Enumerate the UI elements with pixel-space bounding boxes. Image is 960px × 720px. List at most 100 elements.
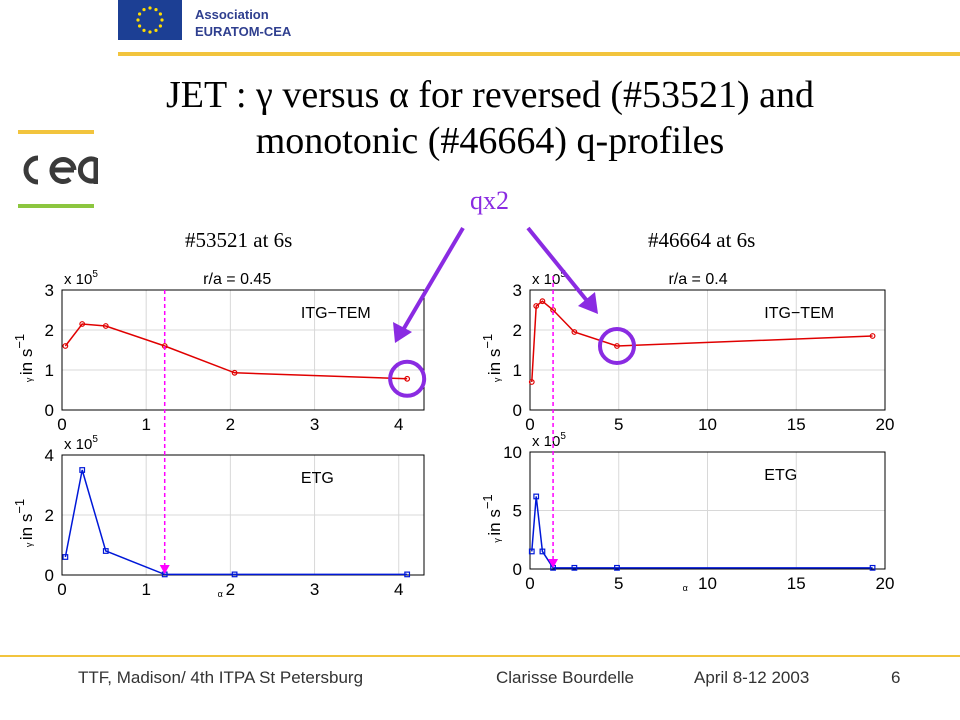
- footer-venue: TTF, Madison/ 4th ITPA St Petersburg: [78, 668, 364, 687]
- eu-star: [154, 28, 158, 32]
- data-point: [404, 571, 411, 578]
- left-shot-label: #53521 at 6s: [185, 228, 293, 252]
- y-axis-label-exponent: −1: [480, 334, 495, 349]
- y-tick-label: 5: [513, 502, 522, 521]
- eu-star: [136, 18, 140, 22]
- data-point: [614, 343, 620, 349]
- mode-label: ITG−TEM: [301, 305, 371, 322]
- footer-date: April 8-12 2003: [694, 668, 810, 687]
- data-point: [102, 323, 109, 329]
- y-axis-label: γ in s−1: [12, 499, 36, 547]
- association-label: Association EURATOM-CEA: [195, 6, 291, 40]
- axis-multiplier-exponent: 5: [92, 269, 98, 280]
- axis-multiplier-exponent: 5: [92, 434, 98, 445]
- x-tick-label: 1: [141, 415, 150, 434]
- title-line-1: JET : γ versus α for reversed (#53521) a…: [165, 74, 815, 116]
- chart-right-top: [528, 289, 886, 411]
- y-tick-label: 1: [45, 361, 54, 380]
- highlight-circle: [597, 327, 636, 365]
- footer-author: Clarisse Bourdelle: [496, 668, 634, 687]
- cea-logo-icon: [23, 155, 99, 185]
- qx2-arrowhead-right: [578, 292, 598, 314]
- y-tick-label: 2: [45, 321, 54, 340]
- x-tick-label: 2: [226, 580, 235, 599]
- cea-top-rule: [18, 130, 94, 134]
- x-tick-label: 4: [394, 580, 403, 599]
- y-axis-label-exponent: −1: [12, 334, 27, 349]
- y-axis-label-text: in s: [485, 349, 504, 375]
- plot-frame: [529, 451, 886, 570]
- y-tick-label: 10: [503, 443, 522, 462]
- footer-page-number: 6: [891, 668, 901, 687]
- radius-annotation: r/a = 0.4: [668, 271, 727, 288]
- series-line: [531, 496, 873, 569]
- x-tick-label: 20: [876, 574, 895, 593]
- qx2-arrow-right: [526, 226, 590, 304]
- y-axis-label-text: in s: [17, 514, 36, 540]
- cea-logo: [14, 146, 99, 194]
- y-axis-label: γ in s−1: [480, 334, 504, 382]
- highlight-circle: [388, 359, 427, 398]
- data-point: [539, 548, 546, 555]
- mode-label: ETG: [301, 470, 334, 487]
- data-point: [62, 343, 69, 349]
- x-axis-label: α: [218, 589, 223, 599]
- axis-multiplier: x 105: [64, 434, 98, 453]
- radius-annotation: r/a = 0.45: [203, 271, 271, 288]
- data-point: [571, 329, 578, 335]
- axis-multiplier-exponent: 5: [560, 431, 566, 442]
- data-point: [533, 493, 540, 500]
- eu-star: [160, 18, 164, 22]
- y-tick-label: 1: [513, 361, 522, 380]
- x-tick-label: 15: [787, 574, 806, 593]
- y-tick-label: 0: [513, 401, 522, 420]
- y-axis-label-text: in s: [485, 509, 504, 535]
- axis-multiplier: x 105: [64, 269, 98, 288]
- eu-star: [148, 6, 152, 10]
- y-axis-label-symbol: γ: [24, 540, 34, 547]
- data-point: [79, 467, 86, 473]
- eu-star: [158, 24, 162, 28]
- data-point: [869, 333, 876, 339]
- right-shot-label: #46664 at 6s: [648, 228, 756, 252]
- axis-multiplier: x 105: [532, 431, 566, 450]
- y-axis-label-symbol: γ: [492, 536, 502, 543]
- series-line: [531, 300, 873, 383]
- y-tick-label: 4: [45, 446, 54, 465]
- data-point: [869, 564, 876, 571]
- y-axis-label-exponent: −1: [12, 499, 27, 514]
- x-tick-label: 1: [141, 580, 150, 599]
- data-point: [528, 548, 535, 555]
- x-tick-label: 0: [57, 580, 66, 599]
- qx2-annotation: qx2: [470, 186, 509, 215]
- data-point: [79, 321, 86, 327]
- chart-left-top: [61, 289, 427, 411]
- x-tick-label: 10: [698, 574, 717, 593]
- eu-star: [158, 12, 162, 16]
- eu-star: [138, 24, 142, 28]
- data-point: [404, 375, 411, 382]
- association-line-2: EURATOM-CEA: [195, 24, 292, 39]
- cea-bottom-rule: [18, 204, 94, 208]
- eu-star: [142, 28, 146, 32]
- y-tick-label: 0: [45, 401, 54, 420]
- qx2-arrowhead-left: [393, 322, 412, 343]
- x-tick-label: 2: [226, 415, 235, 434]
- x-tick-label: 10: [698, 415, 717, 434]
- bottom-rule: [0, 655, 960, 657]
- qx2-arrow-left: [401, 226, 465, 332]
- plot-frame: [529, 289, 886, 411]
- plot-frame: [61, 289, 425, 411]
- data-point: [231, 369, 238, 376]
- series-line: [64, 469, 408, 576]
- x-tick-label: 5: [614, 415, 623, 434]
- eu-star: [138, 12, 142, 16]
- y-tick-label: 3: [513, 281, 522, 300]
- alpha-marker-arrowhead-left: [159, 565, 170, 574]
- y-tick-label: 0: [45, 566, 54, 585]
- eu-star: [142, 8, 146, 12]
- y-tick-label: 0: [513, 560, 522, 579]
- eu-star: [148, 30, 152, 34]
- x-tick-label: 15: [787, 415, 806, 434]
- y-axis-label: γ in s−1: [12, 334, 36, 382]
